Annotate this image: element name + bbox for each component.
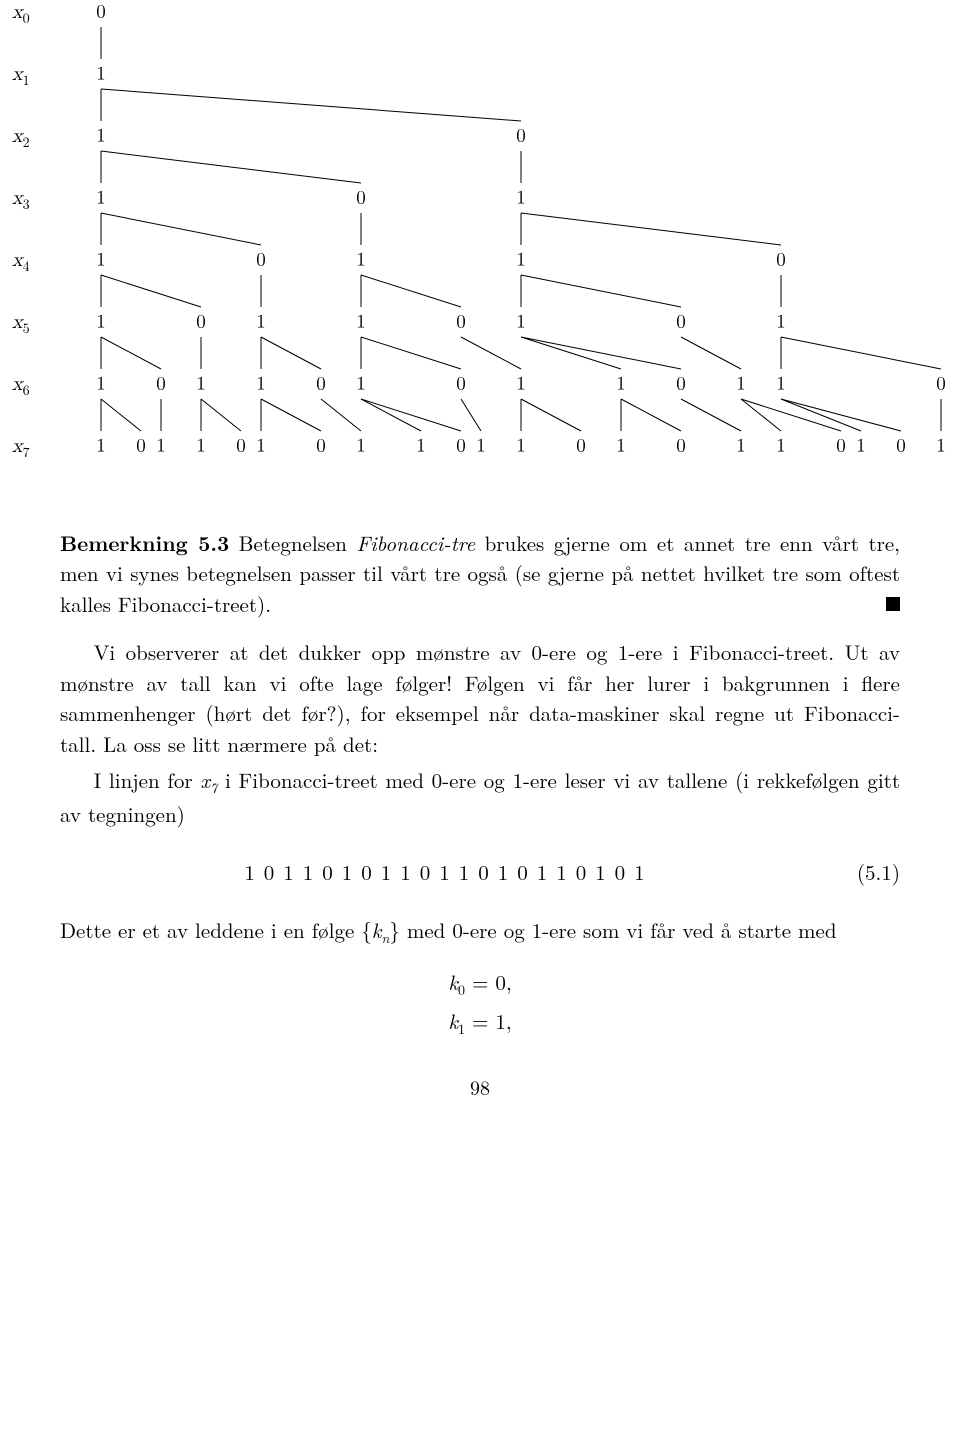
row-label: x4 bbox=[12, 248, 30, 276]
tree-node: 1 bbox=[516, 435, 526, 458]
row-label: x7 bbox=[12, 434, 30, 462]
tree-node: 1 bbox=[196, 435, 206, 458]
tree-node: 1 bbox=[776, 311, 786, 334]
sequence-paragraph: Dette er et av leddene i en følge {kn} m… bbox=[60, 915, 900, 948]
tree-node: 0 bbox=[256, 249, 266, 272]
tree-node: 0 bbox=[676, 435, 686, 458]
tree-node: 0 bbox=[196, 311, 206, 334]
tree-node: 1 bbox=[356, 373, 366, 396]
para3-a: I linjen for bbox=[94, 765, 201, 795]
remark-paragraph: Bemerkning 5.3 Betegnelsen Fibonacci-tre… bbox=[60, 528, 900, 619]
tree-node: 0 bbox=[156, 373, 166, 396]
tree-node: 1 bbox=[516, 187, 526, 210]
remark-term: Fibonacci-tre bbox=[356, 528, 475, 558]
tree-node: 1 bbox=[736, 435, 746, 458]
equation-digits: 1 0 1 1 0 1 0 1 1 0 1 1 0 1 0 1 1 0 1 0 … bbox=[60, 857, 830, 887]
k0-sub: 0 bbox=[458, 980, 465, 1000]
tree-node: 1 bbox=[616, 373, 626, 396]
row-label: x6 bbox=[12, 372, 30, 400]
tree-node: 1 bbox=[616, 435, 626, 458]
para2-text: Vi observerer at det dukker opp mønstre … bbox=[60, 637, 900, 758]
page-number: 98 bbox=[60, 1072, 900, 1101]
body-text: Bemerkning 5.3 Betegnelsen Fibonacci-tre… bbox=[0, 528, 960, 1101]
tree-node: 0 bbox=[836, 435, 846, 458]
tree-node: 1 bbox=[936, 435, 946, 458]
tree-node: 1 bbox=[356, 249, 366, 272]
tree-node: 1 bbox=[256, 435, 266, 458]
tree-node: 1 bbox=[856, 435, 866, 458]
row-label: x2 bbox=[12, 124, 30, 152]
tree-node: 1 bbox=[256, 311, 266, 334]
tree-node: 1 bbox=[516, 373, 526, 396]
tree-node: 0 bbox=[776, 249, 786, 272]
tree-node: 0 bbox=[96, 1, 106, 24]
tree-node: 0 bbox=[456, 373, 466, 396]
tree-node: 1 bbox=[96, 311, 106, 334]
x7-paragraph: I linjen for x7 i Fibonacci-treet med 0-… bbox=[60, 765, 900, 829]
tree-svg bbox=[0, 0, 960, 510]
row-label: x0 bbox=[12, 0, 30, 28]
k1-tail: = 1, bbox=[465, 1006, 512, 1036]
tree-node: 0 bbox=[356, 187, 366, 210]
tree-node: 1 bbox=[96, 249, 106, 272]
tree-node: 0 bbox=[456, 435, 466, 458]
remark-label: Bemerkning 5.3 bbox=[60, 528, 229, 558]
tree-node: 0 bbox=[316, 373, 326, 396]
tree-node: 0 bbox=[576, 435, 586, 458]
tree-node: 1 bbox=[776, 435, 786, 458]
tree-node: 1 bbox=[516, 249, 526, 272]
tree-node: 1 bbox=[416, 435, 426, 458]
k0-var: k bbox=[448, 967, 458, 997]
observation-paragraph: Vi observerer at det dukker opp mønstre … bbox=[60, 637, 900, 759]
k1-sub: 1 bbox=[458, 1020, 465, 1040]
tree-node: 0 bbox=[516, 125, 526, 148]
eq-k1: k1 = 1, bbox=[60, 1006, 900, 1039]
row-label: x3 bbox=[12, 186, 30, 214]
tree-node: 0 bbox=[136, 435, 146, 458]
tree-node: 1 bbox=[96, 435, 106, 458]
para4-b: } med 0-ere og 1-ere som vi får ved å st… bbox=[389, 915, 836, 945]
tree-node: 1 bbox=[356, 435, 366, 458]
tree-node: 1 bbox=[96, 187, 106, 210]
tree-node: 0 bbox=[896, 435, 906, 458]
tree-node: 0 bbox=[676, 373, 686, 396]
tree-node: 0 bbox=[236, 435, 246, 458]
tree-node: 1 bbox=[196, 373, 206, 396]
equation-number: (5.1) bbox=[830, 857, 900, 887]
tree-node: 1 bbox=[476, 435, 486, 458]
eq-k0: k0 = 0, bbox=[60, 967, 900, 1000]
tree-node: 1 bbox=[776, 373, 786, 396]
row-label: x5 bbox=[12, 310, 30, 338]
tree-node: 1 bbox=[96, 125, 106, 148]
tree-node: 1 bbox=[736, 373, 746, 396]
page: x0x1x2x3x4x5x6x7011010110110101101011011… bbox=[0, 0, 960, 1141]
tree-node: 0 bbox=[456, 311, 466, 334]
tree-node: 1 bbox=[256, 373, 266, 396]
tree-node: 0 bbox=[676, 311, 686, 334]
tree-node: 0 bbox=[316, 435, 326, 458]
x7-var: x bbox=[200, 765, 210, 795]
tree-node: 1 bbox=[96, 63, 106, 86]
tree-node: 0 bbox=[936, 373, 946, 396]
row-label: x1 bbox=[12, 62, 30, 90]
k0-tail: = 0, bbox=[465, 967, 512, 997]
fibonacci-tree-diagram: x0x1x2x3x4x5x6x7011010110110101101011011… bbox=[0, 0, 960, 510]
k1-var: k bbox=[448, 1006, 458, 1036]
tree-node: 1 bbox=[156, 435, 166, 458]
remark-text-a: Betegnelsen bbox=[229, 528, 356, 558]
tree-node: 1 bbox=[516, 311, 526, 334]
tree-node: 1 bbox=[96, 373, 106, 396]
equation-5-1: 1 0 1 1 0 1 0 1 1 0 1 1 0 1 0 1 1 0 1 0 … bbox=[60, 857, 900, 887]
tree-node: 1 bbox=[356, 311, 366, 334]
qed-box bbox=[886, 597, 900, 611]
para4-a: Dette er et av leddene i en følge { bbox=[60, 915, 372, 945]
